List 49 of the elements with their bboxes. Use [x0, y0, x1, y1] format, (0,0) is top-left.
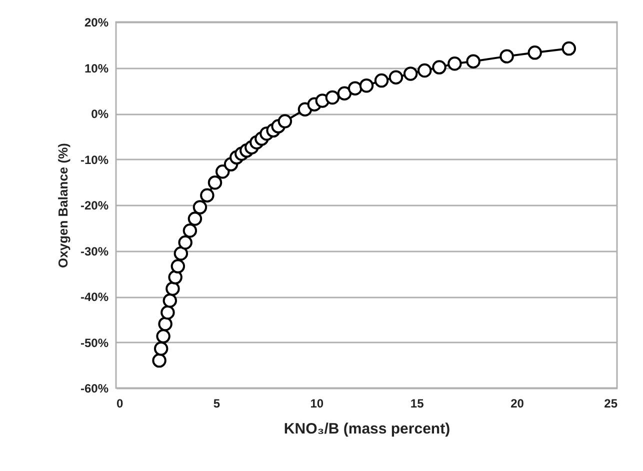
x-tick-label: 10	[310, 396, 324, 410]
x-tick-label: 0	[116, 396, 124, 410]
point	[200, 188, 214, 203]
point	[417, 63, 432, 78]
point	[466, 54, 480, 68]
y-tick-label: 0%	[91, 107, 109, 121]
x-tick-label: 20	[510, 396, 524, 410]
y-tick-label: -40%	[80, 290, 109, 304]
point	[359, 78, 374, 93]
point	[374, 73, 389, 88]
point	[160, 305, 175, 320]
x-axis-title: KNO₃/B (mass percent)	[284, 420, 450, 438]
point	[192, 200, 208, 214]
point	[174, 246, 188, 261]
y-tick-label: -60%	[80, 382, 109, 396]
x-tick-label: 25	[604, 396, 618, 410]
point	[178, 235, 192, 250]
point	[278, 114, 292, 128]
point	[158, 316, 172, 332]
point	[168, 270, 182, 284]
point	[154, 342, 168, 356]
point	[562, 41, 576, 56]
point	[403, 66, 418, 81]
point	[448, 56, 462, 71]
y-tick-label: -30%	[80, 244, 109, 258]
point	[528, 46, 542, 60]
y-tick-label: -20%	[80, 198, 109, 212]
y-axis-title: Oxygen Balance (%)	[55, 143, 70, 268]
point	[215, 164, 230, 179]
point	[348, 81, 362, 96]
y-tick-label: -50%	[80, 336, 109, 350]
point	[166, 282, 180, 296]
point	[156, 329, 170, 344]
point	[337, 86, 352, 100]
point	[208, 175, 222, 190]
y-tick-label: 10%	[84, 61, 109, 76]
point	[182, 224, 198, 238]
x-tick-label: 15	[410, 396, 424, 410]
point	[500, 49, 514, 64]
point	[432, 60, 446, 74]
y-tick-label: -10%	[80, 152, 109, 167]
point	[152, 353, 166, 368]
point	[388, 70, 404, 84]
x-tick-label: 5	[213, 396, 220, 410]
point	[325, 90, 340, 105]
point	[162, 294, 178, 308]
point	[188, 212, 202, 226]
point	[170, 259, 186, 274]
y-tick-label: 20%	[84, 16, 109, 30]
